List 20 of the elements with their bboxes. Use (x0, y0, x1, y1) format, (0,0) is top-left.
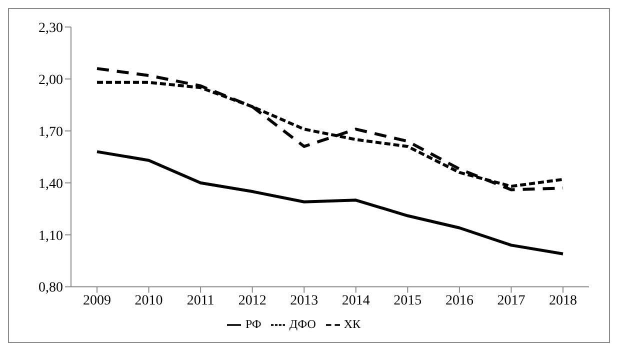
x-tick-label: 2018 (549, 294, 577, 309)
x-tick-label: 2013 (290, 294, 318, 309)
y-tick-label: 1,40 (38, 176, 63, 192)
line-series (96, 150, 564, 256)
y-tick-label: 2,30 (38, 20, 63, 36)
x-tick-label: 2011 (186, 294, 214, 309)
legend-label: РФ (245, 316, 262, 331)
x-tick-label: 2014 (342, 294, 370, 309)
x-tick-label: 2009 (83, 294, 111, 309)
x-tick-label: 2015 (394, 294, 422, 309)
legend-label: ДФО (289, 316, 316, 331)
y-tick-label: 1,10 (38, 228, 63, 244)
x-tick-label: 2017 (497, 294, 526, 309)
y-tick-label: 1,70 (38, 124, 63, 140)
x-tick-label: 2010 (134, 294, 163, 309)
legend-label: ХК (344, 316, 361, 331)
x-tick-label: 2012 (238, 294, 266, 309)
y-tick-label: 2,00 (38, 72, 63, 88)
x-tick-label: 2016 (445, 294, 474, 309)
y-tick-label: 0,80 (38, 280, 63, 296)
